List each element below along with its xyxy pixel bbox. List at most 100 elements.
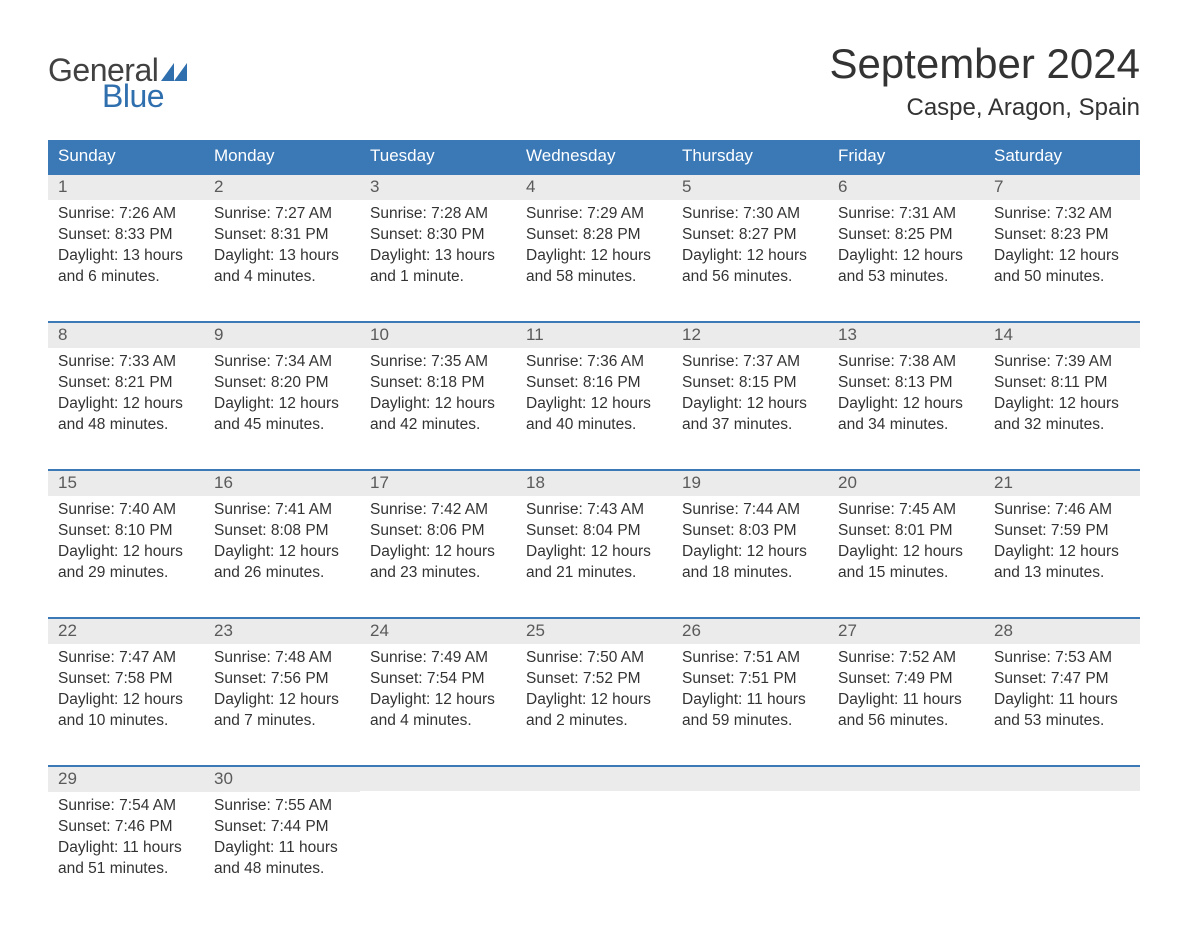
sunrise-line: Sunrise: 7:50 AM	[526, 648, 662, 669]
daylight-line-2: and 37 minutes.	[682, 415, 818, 436]
day-number: 10	[360, 323, 516, 348]
week-row: 22Sunrise: 7:47 AMSunset: 7:58 PMDayligh…	[48, 617, 1140, 739]
day-body: Sunrise: 7:46 AMSunset: 7:59 PMDaylight:…	[984, 496, 1140, 588]
title-block: September 2024 Caspe, Aragon, Spain	[829, 40, 1140, 122]
sunrise-line: Sunrise: 7:47 AM	[58, 648, 194, 669]
day-body: Sunrise: 7:37 AMSunset: 8:15 PMDaylight:…	[672, 348, 828, 440]
day-cell: 11Sunrise: 7:36 AMSunset: 8:16 PMDayligh…	[516, 323, 672, 443]
day-number: 19	[672, 471, 828, 496]
dayhead-sunday: Sunday	[48, 140, 204, 173]
day-cell: 2Sunrise: 7:27 AMSunset: 8:31 PMDaylight…	[204, 175, 360, 295]
day-cell: 19Sunrise: 7:44 AMSunset: 8:03 PMDayligh…	[672, 471, 828, 591]
sunset-line: Sunset: 8:25 PM	[838, 225, 974, 246]
daylight-line-1: Daylight: 12 hours	[526, 542, 662, 563]
day-number: 7	[984, 175, 1140, 200]
day-body: Sunrise: 7:27 AMSunset: 8:31 PMDaylight:…	[204, 200, 360, 292]
sunrise-line: Sunrise: 7:41 AM	[214, 500, 350, 521]
day-cell: 10Sunrise: 7:35 AMSunset: 8:18 PMDayligh…	[360, 323, 516, 443]
daylight-line-2: and 15 minutes.	[838, 563, 974, 584]
sunset-line: Sunset: 8:21 PM	[58, 373, 194, 394]
sunset-line: Sunset: 7:59 PM	[994, 521, 1130, 542]
sunset-line: Sunset: 7:44 PM	[214, 817, 350, 838]
day-number: 26	[672, 619, 828, 644]
day-body: Sunrise: 7:32 AMSunset: 8:23 PMDaylight:…	[984, 200, 1140, 292]
day-body: Sunrise: 7:34 AMSunset: 8:20 PMDaylight:…	[204, 348, 360, 440]
dayhead-thursday: Thursday	[672, 140, 828, 173]
daylight-line-2: and 42 minutes.	[370, 415, 506, 436]
sunset-line: Sunset: 8:18 PM	[370, 373, 506, 394]
month-title: September 2024	[829, 40, 1140, 88]
daylight-line-1: Daylight: 12 hours	[994, 246, 1130, 267]
sunset-line: Sunset: 7:52 PM	[526, 669, 662, 690]
sunrise-line: Sunrise: 7:26 AM	[58, 204, 194, 225]
day-cell: 29Sunrise: 7:54 AMSunset: 7:46 PMDayligh…	[48, 767, 204, 887]
day-body: Sunrise: 7:51 AMSunset: 7:51 PMDaylight:…	[672, 644, 828, 736]
sunset-line: Sunset: 8:28 PM	[526, 225, 662, 246]
daylight-line-2: and 4 minutes.	[214, 267, 350, 288]
sunrise-line: Sunrise: 7:51 AM	[682, 648, 818, 669]
dayhead-row: Sunday Monday Tuesday Wednesday Thursday…	[48, 140, 1140, 173]
day-body: Sunrise: 7:49 AMSunset: 7:54 PMDaylight:…	[360, 644, 516, 736]
daylight-line-2: and 53 minutes.	[994, 711, 1130, 732]
daylight-line-1: Daylight: 12 hours	[838, 542, 974, 563]
day-number: 15	[48, 471, 204, 496]
week-row: 8Sunrise: 7:33 AMSunset: 8:21 PMDaylight…	[48, 321, 1140, 443]
sunrise-line: Sunrise: 7:29 AM	[526, 204, 662, 225]
daylight-line-2: and 29 minutes.	[58, 563, 194, 584]
day-cell: 28Sunrise: 7:53 AMSunset: 7:47 PMDayligh…	[984, 619, 1140, 739]
day-number: 6	[828, 175, 984, 200]
sunset-line: Sunset: 7:47 PM	[994, 669, 1130, 690]
sunrise-line: Sunrise: 7:49 AM	[370, 648, 506, 669]
day-cell: 17Sunrise: 7:42 AMSunset: 8:06 PMDayligh…	[360, 471, 516, 591]
sunrise-line: Sunrise: 7:48 AM	[214, 648, 350, 669]
day-body: Sunrise: 7:42 AMSunset: 8:06 PMDaylight:…	[360, 496, 516, 588]
day-number: 16	[204, 471, 360, 496]
sunset-line: Sunset: 8:27 PM	[682, 225, 818, 246]
sunrise-line: Sunrise: 7:28 AM	[370, 204, 506, 225]
day-body: Sunrise: 7:39 AMSunset: 8:11 PMDaylight:…	[984, 348, 1140, 440]
day-number: 27	[828, 619, 984, 644]
day-number: 24	[360, 619, 516, 644]
day-cell: 5Sunrise: 7:30 AMSunset: 8:27 PMDaylight…	[672, 175, 828, 295]
daylight-line-1: Daylight: 13 hours	[370, 246, 506, 267]
daylight-line-1: Daylight: 11 hours	[994, 690, 1130, 711]
daylight-line-2: and 50 minutes.	[994, 267, 1130, 288]
dayhead-wednesday: Wednesday	[516, 140, 672, 173]
dayhead-saturday: Saturday	[984, 140, 1140, 173]
day-number: 2	[204, 175, 360, 200]
daylight-line-2: and 26 minutes.	[214, 563, 350, 584]
sunset-line: Sunset: 8:23 PM	[994, 225, 1130, 246]
day-cell	[984, 767, 1140, 887]
daylight-line-1: Daylight: 12 hours	[682, 394, 818, 415]
day-body: Sunrise: 7:41 AMSunset: 8:08 PMDaylight:…	[204, 496, 360, 588]
day-cell: 13Sunrise: 7:38 AMSunset: 8:13 PMDayligh…	[828, 323, 984, 443]
daylight-line-1: Daylight: 13 hours	[58, 246, 194, 267]
day-body: Sunrise: 7:48 AMSunset: 7:56 PMDaylight:…	[204, 644, 360, 736]
flag-icon	[161, 63, 187, 81]
sunrise-line: Sunrise: 7:35 AM	[370, 352, 506, 373]
sunset-line: Sunset: 8:06 PM	[370, 521, 506, 542]
dayhead-tuesday: Tuesday	[360, 140, 516, 173]
dayhead-friday: Friday	[828, 140, 984, 173]
day-body: Sunrise: 7:28 AMSunset: 8:30 PMDaylight:…	[360, 200, 516, 292]
sunrise-line: Sunrise: 7:52 AM	[838, 648, 974, 669]
daylight-line-2: and 45 minutes.	[214, 415, 350, 436]
sunrise-line: Sunrise: 7:53 AM	[994, 648, 1130, 669]
day-cell: 3Sunrise: 7:28 AMSunset: 8:30 PMDaylight…	[360, 175, 516, 295]
day-cell: 1Sunrise: 7:26 AMSunset: 8:33 PMDaylight…	[48, 175, 204, 295]
day-cell: 27Sunrise: 7:52 AMSunset: 7:49 PMDayligh…	[828, 619, 984, 739]
day-number: 13	[828, 323, 984, 348]
day-number: 8	[48, 323, 204, 348]
sunset-line: Sunset: 7:54 PM	[370, 669, 506, 690]
daylight-line-2: and 2 minutes.	[526, 711, 662, 732]
sunset-line: Sunset: 7:51 PM	[682, 669, 818, 690]
day-cell: 25Sunrise: 7:50 AMSunset: 7:52 PMDayligh…	[516, 619, 672, 739]
day-cell	[672, 767, 828, 887]
daylight-line-1: Daylight: 12 hours	[838, 394, 974, 415]
header: General Blue September 2024 Caspe, Arago…	[48, 40, 1140, 122]
daylight-line-1: Daylight: 12 hours	[994, 394, 1130, 415]
sunrise-line: Sunrise: 7:55 AM	[214, 796, 350, 817]
dayhead-monday: Monday	[204, 140, 360, 173]
day-cell: 20Sunrise: 7:45 AMSunset: 8:01 PMDayligh…	[828, 471, 984, 591]
day-number: 22	[48, 619, 204, 644]
